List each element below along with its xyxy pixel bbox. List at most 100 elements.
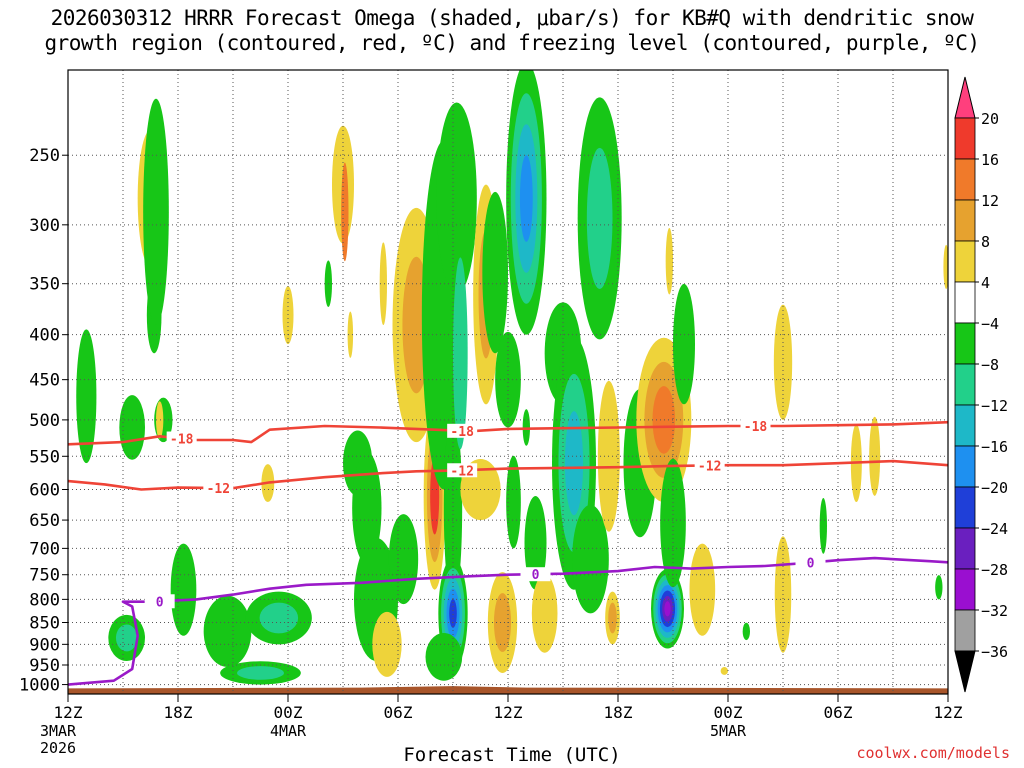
colorbar-swatch [954, 322, 976, 365]
colorbar-swatch [954, 404, 976, 447]
colorbar-swatch [954, 158, 976, 201]
colorbar-swatch [954, 281, 976, 324]
chart-title-line-1: 2026030312 HRRR Forecast Omega (shaded, … [50, 6, 974, 30]
colorbar-label: 12 [981, 192, 999, 210]
colorbar-swatch [954, 445, 976, 488]
omega-blob [943, 244, 948, 290]
colorbar-label: 8 [981, 233, 990, 251]
colorbar-label: −24 [981, 520, 1008, 538]
colorbar-label: −20 [981, 479, 1008, 497]
omega-blob [372, 611, 402, 677]
y-tick-label: 850 [29, 614, 60, 634]
x-tick-sublabel: 3MAR [40, 722, 77, 740]
freezing-level-contour [68, 556, 948, 686]
omega-blob [170, 543, 197, 636]
x-tick-sublabel: 5MAR [710, 722, 747, 740]
colorbar-cap-bottom [954, 650, 976, 693]
colorbar-swatch [954, 568, 976, 611]
y-tick-label: 300 [29, 216, 60, 236]
omega-blob [236, 666, 285, 680]
omega-blob [443, 412, 463, 605]
colorbar-swatch [954, 240, 976, 283]
y-tick-label: 700 [29, 539, 60, 559]
colorbar-swatch [954, 199, 976, 242]
omega-blob [572, 504, 609, 614]
omega-blob [608, 602, 617, 634]
omega-blob [76, 329, 97, 464]
x-tick-label: 12Z [494, 703, 523, 722]
omega-blob [341, 162, 349, 262]
omega-blob [388, 514, 419, 605]
y-tick-label: 650 [29, 511, 60, 531]
x-tick-label: 12Z [54, 703, 83, 722]
contour-label: -12 [698, 459, 721, 474]
omega-blob [453, 257, 468, 450]
contour-label-bg [447, 463, 478, 478]
y-axis: 2503003504004505005506006507007508008509… [19, 146, 68, 696]
contour-label-bg [694, 458, 725, 473]
omega-blob [660, 458, 686, 588]
colorbar-label: −16 [981, 438, 1008, 456]
colorbar-label: −36 [981, 643, 1008, 661]
y-tick-label: 800 [29, 590, 60, 610]
x-tick-label: 00Z [714, 703, 743, 722]
contour-label: -18 [744, 420, 768, 435]
omega-blob [742, 622, 750, 641]
omega-blob [519, 155, 533, 242]
contour-label: 0 [532, 568, 540, 583]
colorbar-label: −28 [981, 561, 1008, 579]
contour-label-bg [203, 481, 234, 496]
omega-blob [436, 102, 477, 295]
y-tick-label: 250 [29, 146, 60, 166]
x-tick-label: 18Z [164, 703, 193, 722]
contour-label: 0 [156, 595, 164, 610]
contour-label: -18 [170, 433, 194, 448]
contour-label: 0 [807, 557, 815, 572]
colorbar-swatch [954, 609, 976, 652]
x-tick-label: 06Z [824, 703, 853, 722]
omega-blob [586, 147, 613, 290]
contour-lines: -18 -18 -18 -12 -12 -12 0 0 0 [68, 418, 948, 686]
contour-label-bg [144, 594, 175, 609]
contour-label-bg [447, 423, 478, 438]
colorbar-label: −4 [981, 315, 999, 333]
contour-label-bg [795, 555, 826, 570]
omega-blob [869, 416, 881, 496]
contour-label: -12 [207, 482, 230, 497]
omega-blob [282, 286, 294, 345]
omega-blob [506, 455, 521, 549]
y-tick-label: 500 [29, 411, 60, 431]
omega-blob [673, 283, 695, 405]
y-tick-label: 1000 [19, 676, 60, 696]
omega-blob [259, 602, 299, 634]
omega-blob [935, 575, 943, 600]
colorbar-label: −12 [981, 397, 1008, 415]
colorbar-label: 20 [981, 110, 999, 128]
chart-title: 2026030312 HRRR Forecast Omega (shaded, … [0, 6, 1024, 56]
omega-blob [689, 543, 716, 636]
chart-title-line-2: growth region (contoured, red, ºC) and f… [44, 31, 980, 55]
credit-text: coolwx.com/models [856, 744, 1010, 762]
x-tick-label: 00Z [274, 703, 303, 722]
colorbar-swatch [954, 486, 976, 529]
y-tick-label: 600 [29, 481, 60, 501]
colorbar: 20 16 12 8 4 −4 −8 −12 −16 −20 −24 −28 −32 −36 [954, 76, 1008, 693]
omega-blob [564, 411, 584, 516]
colorbar-swatch [954, 117, 976, 160]
omega-shading [68, 70, 948, 694]
x-tick-sublabel: 4MAR [270, 722, 307, 740]
omega-blob [664, 601, 671, 617]
contour-label-bg [520, 567, 551, 582]
y-tick-label: 900 [29, 635, 60, 655]
x-tick-label: 06Z [384, 703, 413, 722]
omega-blob [347, 311, 354, 358]
colorbar-cap-top [954, 76, 976, 119]
contour-label-bg [166, 431, 197, 446]
omega-blob [665, 227, 673, 295]
omega-blob [115, 624, 138, 652]
x-tick-label: 18Z [604, 703, 633, 722]
omega-blob [720, 667, 728, 675]
omega-blob [156, 401, 164, 439]
omega-blob [482, 191, 508, 354]
